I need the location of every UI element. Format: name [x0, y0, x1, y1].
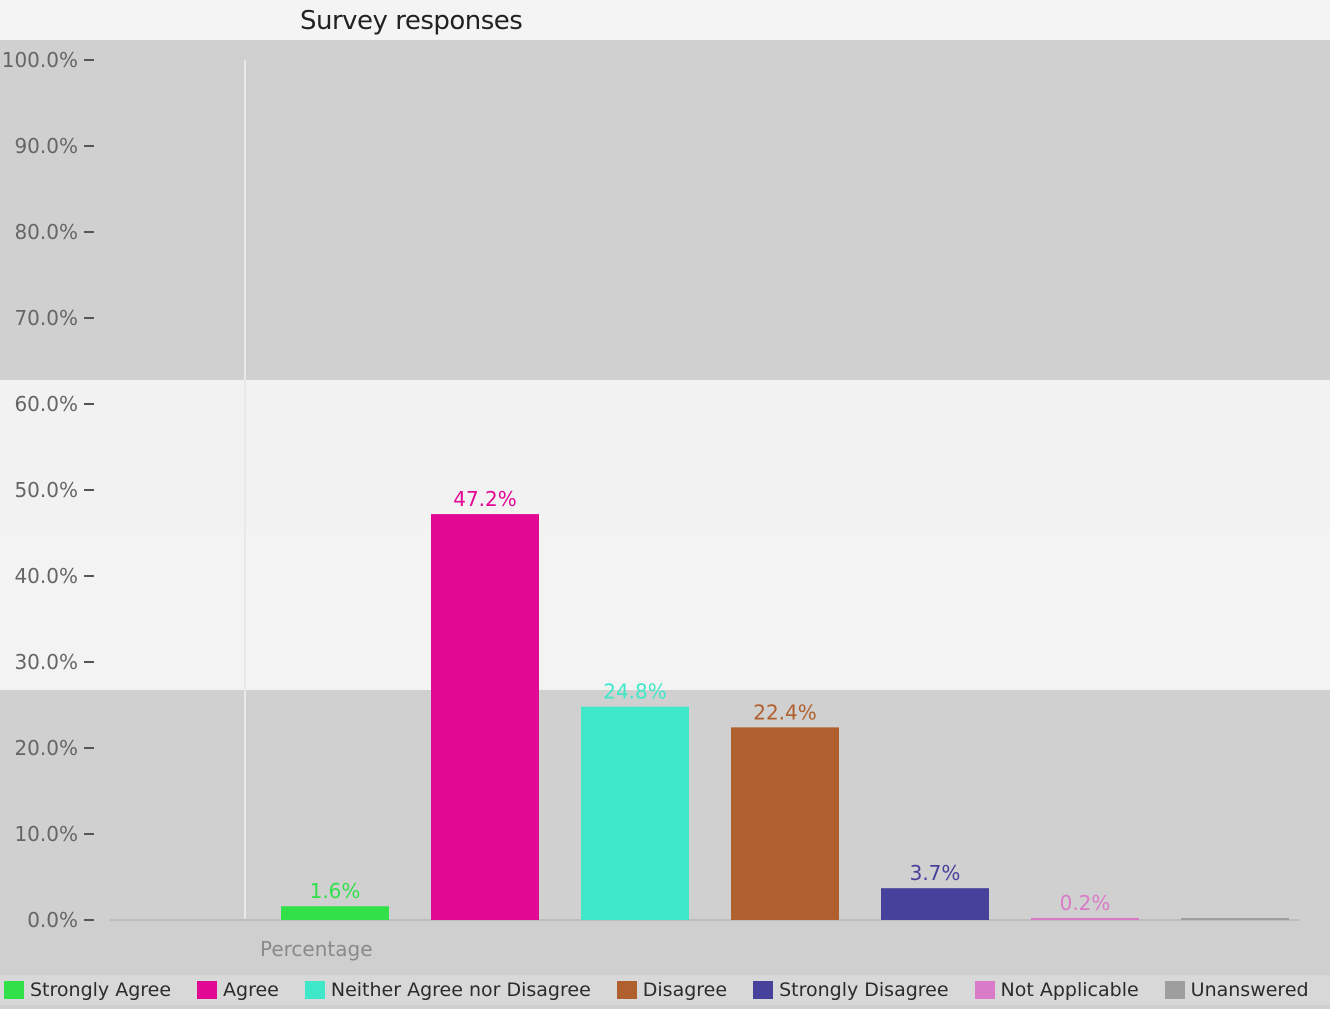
- y-tick-label: 30.0%: [14, 650, 78, 674]
- legend-swatch: [197, 981, 218, 999]
- legend-label: Neither Agree nor Disagree: [330, 979, 591, 1001]
- plot-band-light: [0, 530, 1330, 690]
- legend-label: Disagree: [642, 979, 728, 1001]
- chart-title: Survey responses: [300, 6, 523, 36]
- y-tick-label: 100.0%: [2, 48, 78, 72]
- data-label: 3.7%: [910, 861, 961, 885]
- legend-label: Strongly Agree: [30, 979, 172, 1001]
- legend-swatch: [304, 981, 325, 999]
- legend-label: Unanswered: [1190, 979, 1309, 1001]
- data-label: 22.4%: [753, 700, 817, 724]
- legend-label: Strongly Disagree: [779, 979, 949, 1001]
- legend-item: Not Applicable: [974, 979, 1139, 1001]
- legend-swatch: [4, 981, 24, 999]
- chart-title-bar: Survey responses: [0, 0, 1330, 40]
- y-tick-label: 90.0%: [14, 134, 78, 158]
- legend-swatch: [1164, 981, 1185, 999]
- bar-strongly-disagree: [881, 888, 989, 920]
- legend-item: Strongly Agree: [4, 979, 171, 1001]
- chart-canvas: 0.0% 10.0% 20.0% 30.0% 40.0% 50.0% 60.0% 70.0% 8…: [0, 48, 1330, 932]
- y-tick-label: 40.0%: [14, 564, 78, 588]
- y-tick-label: 80.0%: [14, 220, 78, 244]
- data-label: 24.8%: [603, 680, 667, 704]
- y-tick-label: 20.0%: [14, 736, 78, 760]
- data-label: 1.6%: [310, 879, 361, 903]
- bar-strongly-agree: [281, 906, 389, 920]
- legend-item: Unanswered: [1164, 979, 1309, 1001]
- legend-item: Disagree: [616, 979, 728, 1001]
- legend-item: Agree: [197, 979, 279, 1001]
- bar-agree: [431, 514, 539, 920]
- legend-item: Strongly Disagree: [753, 979, 949, 1001]
- data-label: 47.2%: [453, 487, 517, 511]
- bar-not-applicable: [1031, 918, 1139, 920]
- legend-item: Neither Agree nor Disagree: [304, 979, 591, 1001]
- legend-label: Not Applicable: [1000, 979, 1139, 1001]
- legend-swatch: [753, 981, 774, 999]
- y-tick-label: 0.0%: [27, 908, 78, 932]
- y-tick-label: 70.0%: [14, 306, 78, 330]
- data-label: 0.2%: [1060, 891, 1111, 915]
- chart-legend: Strongly Agree Agree Neither Agree nor Dis…: [0, 975, 1330, 1005]
- plot-band-light: [0, 380, 1330, 530]
- legend-label: Agree: [223, 979, 279, 1001]
- y-tick-label: 10.0%: [14, 822, 78, 846]
- x-axis-label: Percentage: [260, 937, 373, 961]
- bar-unanswered: [1181, 918, 1289, 920]
- bar-neither-agree-nor-disagree: [581, 706, 689, 920]
- legend-swatch: [974, 981, 995, 999]
- y-tick-label: 60.0%: [14, 392, 78, 416]
- legend-swatch: [616, 981, 637, 999]
- y-tick-label: 50.0%: [14, 478, 78, 502]
- bar-disagree: [731, 727, 839, 920]
